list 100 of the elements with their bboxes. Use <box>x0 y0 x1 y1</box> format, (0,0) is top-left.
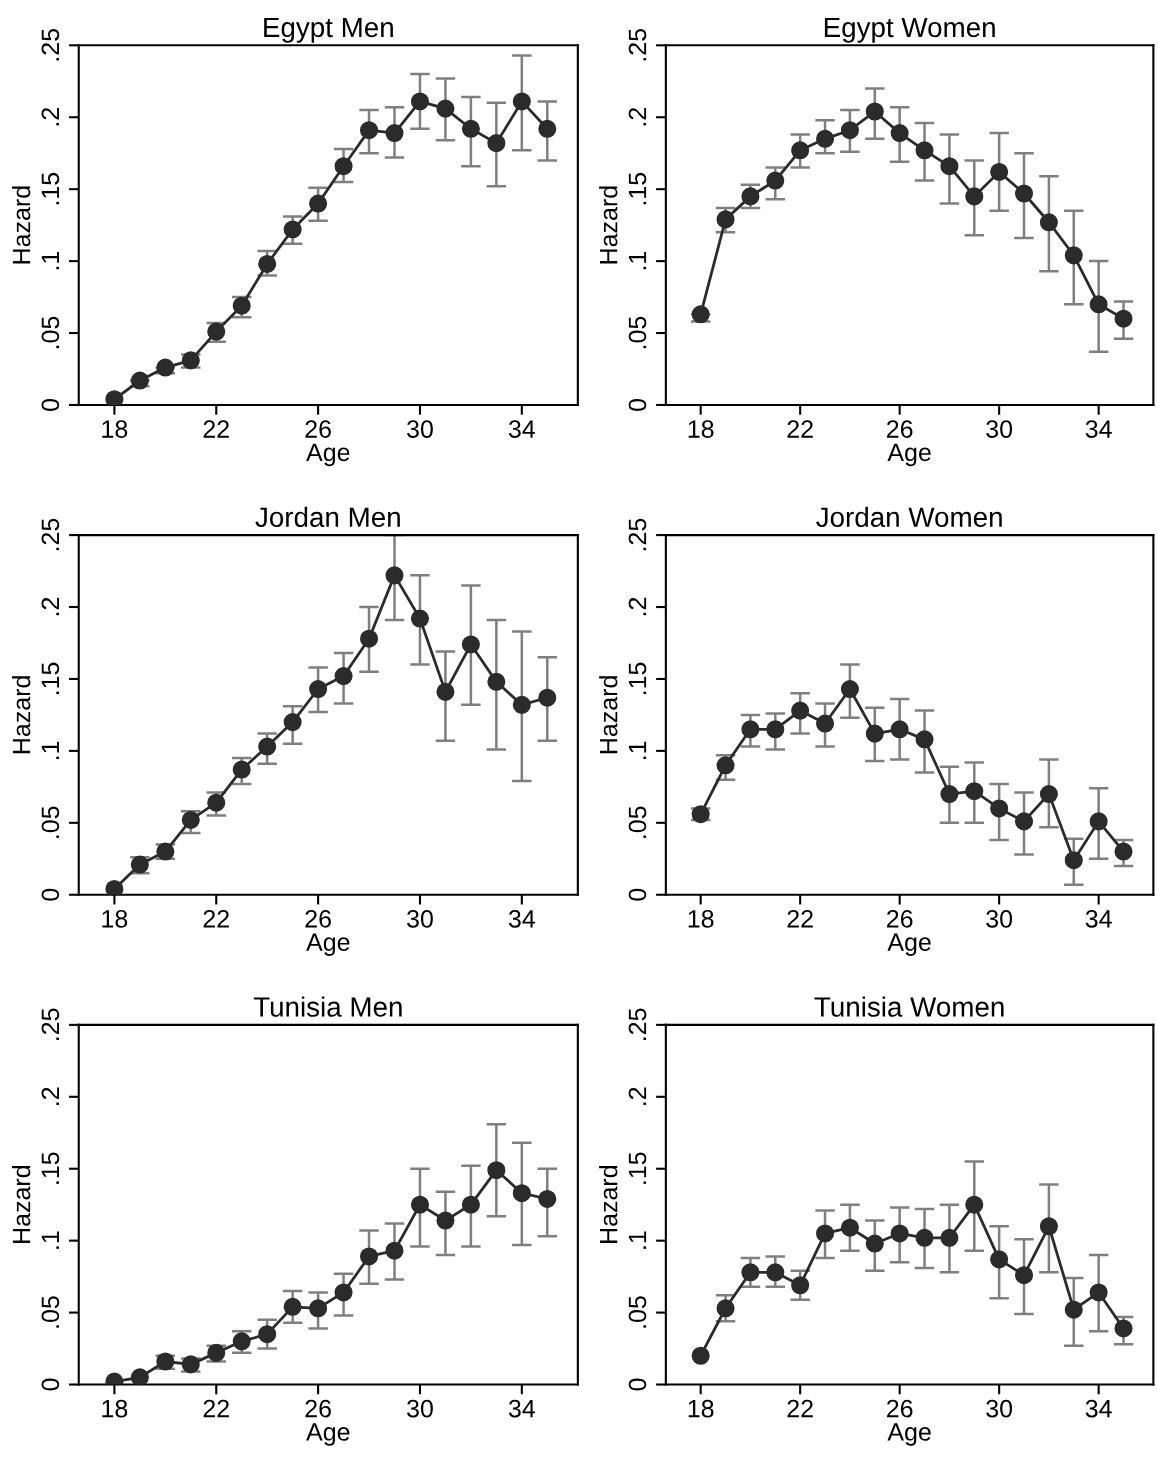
point <box>360 629 379 648</box>
point <box>487 672 506 691</box>
y-tick-label: 0 <box>41 888 60 901</box>
point <box>334 157 353 176</box>
point <box>1089 1283 1108 1302</box>
y-tick-label: .15 <box>41 662 60 695</box>
x-tick-label: 22 <box>787 1399 813 1418</box>
x-tick-label: 30 <box>986 909 1013 928</box>
point <box>512 695 531 714</box>
point <box>309 679 328 699</box>
y-tick-label: .05 <box>41 1296 60 1328</box>
point <box>965 187 984 206</box>
y-tick-label: .2 <box>628 108 647 126</box>
point <box>360 1247 379 1266</box>
y-tick-label: .1 <box>41 1231 59 1249</box>
x-axis-title: Age <box>306 1423 350 1446</box>
point <box>915 141 934 160</box>
point <box>766 1263 785 1282</box>
y-tick-label: .05 <box>628 316 647 349</box>
chart-title: Jordan Men <box>255 506 400 528</box>
chart-title: Egypt Men <box>264 17 393 43</box>
point <box>181 810 200 829</box>
point <box>791 141 810 160</box>
x-tick-label: 30 <box>407 1399 433 1418</box>
point <box>691 305 710 324</box>
y-tick-label: .15 <box>41 172 60 205</box>
point <box>410 92 429 111</box>
point <box>965 1195 984 1214</box>
x-tick-label: 22 <box>787 420 813 438</box>
point <box>283 713 302 732</box>
point <box>436 682 455 701</box>
point <box>1039 785 1058 804</box>
point <box>309 194 328 213</box>
y-tick-label: .15 <box>41 1152 60 1184</box>
point <box>207 793 226 812</box>
point <box>791 1276 810 1295</box>
point <box>965 782 984 801</box>
point <box>1014 184 1034 203</box>
point <box>487 1161 506 1180</box>
y-tick-label: .25 <box>628 518 647 551</box>
point <box>1089 295 1108 314</box>
point <box>716 756 735 775</box>
point <box>1064 1300 1083 1319</box>
y-tick-label: .05 <box>628 806 647 838</box>
y-tick-label: .2 <box>41 108 59 126</box>
point <box>940 1228 959 1247</box>
point <box>990 162 1009 181</box>
point <box>816 1224 835 1243</box>
x-tick-label: 18 <box>102 909 128 928</box>
point <box>691 1346 710 1365</box>
point <box>360 121 379 140</box>
point <box>1014 1266 1034 1285</box>
point <box>890 124 909 143</box>
x-tick-label: 34 <box>508 1399 535 1418</box>
point <box>1064 246 1083 265</box>
point <box>716 210 735 229</box>
y-tick-label: 0 <box>628 888 647 901</box>
y-tick-label: .2 <box>628 597 647 616</box>
y-tick-label: .1 <box>628 251 647 270</box>
y-tick-label: .1 <box>41 251 59 270</box>
y-tick-label: 0 <box>41 1378 60 1391</box>
point <box>461 119 480 138</box>
y-tick-label: .05 <box>41 316 60 349</box>
x-tick-label: 18 <box>102 1399 128 1418</box>
point <box>741 720 760 739</box>
point <box>791 701 810 720</box>
point <box>334 1283 353 1302</box>
y-tick-label: .2 <box>41 1087 59 1105</box>
point <box>538 1189 557 1208</box>
point <box>1114 309 1133 328</box>
x-tick-label: 22 <box>203 1399 229 1418</box>
x-tick-label: 26 <box>887 1399 913 1418</box>
point <box>258 1325 277 1344</box>
y-tick-label: .1 <box>628 1231 647 1249</box>
point <box>890 1224 909 1243</box>
y-tick-label: .25 <box>628 28 647 61</box>
y-tick-label: .15 <box>628 172 647 205</box>
point <box>410 1195 429 1214</box>
x-tick-label: 18 <box>688 420 714 438</box>
point <box>816 714 835 733</box>
x-tick-label: 34 <box>1085 909 1112 928</box>
y-tick-label: .2 <box>628 1087 647 1105</box>
point <box>487 134 506 153</box>
point <box>258 737 277 756</box>
point <box>1064 851 1083 870</box>
point <box>538 688 557 707</box>
point <box>385 566 404 585</box>
y-axis-title: Hazard <box>599 186 618 264</box>
y-axis-title: Hazard <box>599 1166 618 1243</box>
point <box>258 254 277 274</box>
point <box>436 1211 455 1230</box>
y-tick-label: .25 <box>41 518 60 551</box>
point <box>1089 812 1108 831</box>
point <box>309 1299 328 1318</box>
point <box>1114 1319 1133 1338</box>
x-tick-label: 18 <box>688 909 714 928</box>
y-tick-label: .15 <box>628 1152 647 1184</box>
x-tick-label: 26 <box>305 909 331 928</box>
chart-title: Tunisia Women <box>814 996 1004 1017</box>
x-tick-label: 34 <box>508 909 535 928</box>
